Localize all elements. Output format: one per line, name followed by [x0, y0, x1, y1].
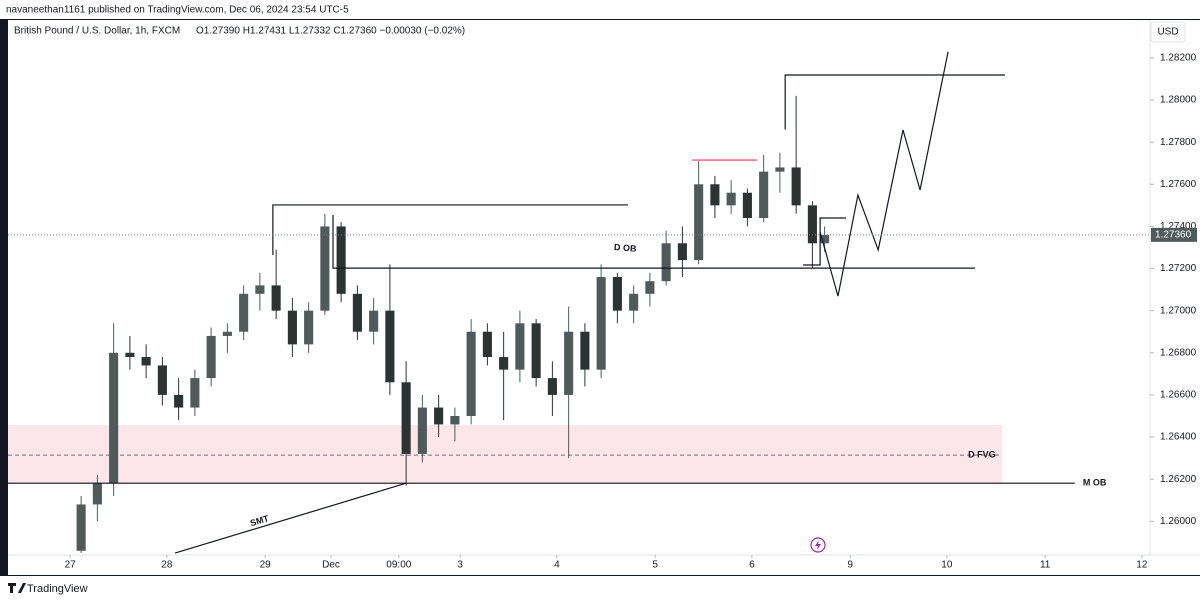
brand: TradingView [27, 583, 88, 595]
x-tick-label: 5 [652, 560, 658, 571]
candle-body [417, 407, 427, 454]
logo [8, 583, 26, 593]
candle-body [190, 378, 200, 408]
y-tick-label: 1.27800 [1160, 137, 1197, 148]
x-tick-label: 27 [65, 560, 77, 571]
currency-box[interactable] [1150, 21, 1186, 43]
candle-body [759, 171, 769, 218]
candle-body [726, 192, 736, 206]
event-icon[interactable] [810, 537, 826, 553]
candle-body [820, 234, 830, 244]
candle-body [320, 226, 330, 311]
candle-body [336, 226, 346, 294]
candle-body [352, 293, 362, 332]
y-tick-label: 1.26800 [1160, 347, 1197, 358]
candle-body [547, 378, 557, 395]
drawing [272, 204, 628, 256]
candle-body [92, 483, 102, 505]
candle-body [222, 331, 232, 336]
y-tick-label: 1.26000 [1160, 516, 1197, 527]
event-bolt [815, 540, 821, 550]
candle-body [125, 352, 135, 358]
y-tick-label: 1.26400 [1160, 432, 1197, 443]
candle-body [239, 293, 249, 332]
candle-body [694, 184, 704, 261]
publisher: navaneethan1161 published on TradingView… [6, 5, 349, 16]
y-tick-label: 1.27400 [1160, 221, 1197, 232]
drawing [803, 217, 847, 266]
candle-body [466, 331, 476, 416]
ohlc: O1.27390 H1.27431 L1.27332 C1.27360 −0.0… [196, 26, 465, 37]
candle-body [206, 335, 216, 379]
candle-body [482, 331, 492, 358]
candle-body [531, 323, 541, 379]
candle-body [76, 504, 86, 551]
candle-body [385, 310, 395, 383]
candle-body [434, 407, 444, 425]
candle-body [499, 357, 509, 370]
candle-body [255, 285, 265, 294]
candle-body [791, 167, 801, 206]
header-bar [0, 0, 1200, 19]
y-tick-label: 1.26200 [1160, 474, 1197, 485]
drawing [332, 215, 975, 269]
drawing [819, 51, 949, 297]
candle-body [287, 310, 297, 345]
candle-body [661, 243, 671, 282]
x-tick-label: 3 [457, 560, 463, 571]
y-tick-label: 1.27200 [1160, 263, 1197, 274]
x-tick-label: 10 [941, 560, 953, 571]
candle-body [141, 357, 151, 366]
x-tick-label: 09:00 [386, 560, 411, 571]
zone-label: D FVG [968, 450, 996, 460]
candle-body [677, 243, 687, 261]
candle-body [710, 184, 720, 206]
candle-body [109, 352, 119, 484]
candle-body [564, 331, 574, 395]
footer-bar [0, 576, 1200, 601]
x-tick-label: 4 [554, 560, 560, 571]
last-price-label: 1.27360 [1155, 229, 1192, 240]
symbol: British Pound / U.S. Dollar, 1h, FXCM [14, 26, 180, 37]
fvg-zone [8, 425, 1003, 485]
y-tick-label: 1.27600 [1160, 179, 1197, 190]
x-tick-label: 6 [749, 560, 755, 571]
x-tick-label: 29 [260, 560, 272, 571]
candle-body [401, 382, 411, 454]
drawing [784, 74, 1005, 130]
candle-body [807, 205, 817, 244]
y-tick-label: 1.28000 [1160, 95, 1197, 106]
x-tick-label: Dec [322, 560, 340, 571]
candle-body [629, 293, 639, 311]
candle-body [645, 281, 655, 294]
x-tick-label: 11 [1040, 560, 1051, 571]
candle-body [515, 323, 525, 370]
y-tick-label: 1.27000 [1160, 305, 1197, 316]
y-tick-label: 1.28200 [1160, 53, 1197, 64]
candle-body [304, 310, 314, 345]
plot: D FVG 1.26000 1.26200 1.26400 1.26600 1.26800… [8, 51, 1197, 571]
candle-body [596, 276, 606, 370]
x-tick-label: 28 [161, 560, 173, 571]
candle-body [775, 167, 785, 172]
x-tick-label: 12 [1136, 560, 1148, 571]
candle-body [174, 394, 184, 408]
y-tick-label: 1.26600 [1160, 390, 1197, 401]
drawing-label: D OB [614, 242, 638, 254]
candle-body [612, 276, 622, 311]
candle-body [742, 192, 752, 218]
last-price-box [1151, 227, 1197, 242]
candle-body [157, 365, 167, 395]
candle-body [580, 331, 590, 370]
candle-body [271, 285, 281, 311]
drawing-label: M OB [1083, 478, 1107, 488]
x-tick-label: 9 [847, 560, 853, 571]
candle-body [369, 310, 379, 332]
currency: USD [1157, 27, 1178, 38]
drawing [174, 482, 407, 554]
candle-body [450, 415, 460, 425]
